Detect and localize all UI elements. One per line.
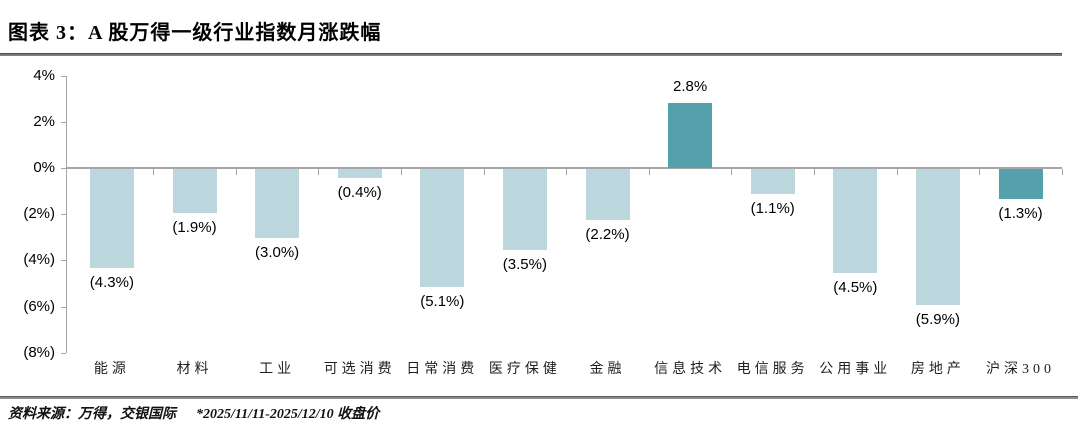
category-label: 工业 [259,362,296,377]
value-label: (5.9%) [915,311,960,329]
value-label: (4.3%) [89,274,134,292]
x-axis-tick [896,169,898,175]
y-axis-tick [61,214,66,216]
bar-医疗保健 [502,169,547,250]
bar-电信服务 [750,169,795,195]
category-label: 信息技术 [654,362,727,377]
bar-信息技术 [668,103,713,168]
x-axis-line [66,167,1062,169]
footer-divider [0,396,1078,399]
bar-公用事业 [833,169,878,273]
x-axis-tick [153,169,155,175]
y-axis-tick [61,168,66,169]
x-axis-tick [979,169,981,175]
value-label: (3.5%) [502,255,547,273]
x-axis-tick [318,169,320,175]
y-axis-tick [61,121,66,123]
figure-title: 图表 3：A 股万得一级行业指数月涨跌幅 [8,22,382,44]
date-note-text: *2025/11/11-2025/12/10 收盘价 [196,407,380,422]
bar-沪深300 [998,169,1043,199]
category-label: 医疗保健 [488,362,561,377]
x-axis-tick [1061,169,1063,175]
title-divider [0,53,1062,56]
value-label: (1.1%) [750,200,795,218]
value-label: (1.9%) [172,218,217,236]
value-label: (0.4%) [337,184,382,202]
category-label: 房地产 [910,362,965,377]
x-axis-tick [235,169,237,175]
y-axis-tick-label: 4% [33,66,55,84]
category-label: 材料 [176,362,213,377]
y-axis-tick [61,260,66,262]
x-axis-tick [483,169,485,175]
y-axis-tick-label: 0% [33,159,55,176]
value-label: (3.0%) [255,244,300,262]
x-axis-tick [566,169,568,175]
x-axis-tick [814,169,815,175]
y-axis-tick [61,75,66,77]
y-axis-tick-label: 2% [33,112,55,130]
category-label: 电信服务 [736,362,809,377]
bar-日常消费 [420,169,465,287]
category-label: 沪深300 [986,362,1055,377]
y-axis-tick-label: (4%) [23,251,55,269]
bar-能源 [89,169,134,269]
x-axis-tick [401,169,402,175]
x-axis-tick [731,169,733,175]
category-label: 金融 [589,362,626,377]
value-label: (4.5%) [833,278,878,296]
value-label: (5.1%) [420,292,465,310]
category-label: 日常消费 [406,362,479,377]
y-axis-tick [61,306,66,308]
value-label: (2.2%) [585,225,630,243]
y-axis-line [66,76,67,353]
value-label: (1.3%) [998,205,1043,222]
bar-材料 [172,169,217,213]
bar-金融 [585,169,630,220]
y-axis-tick-label: (2%) [23,205,55,223]
y-axis-tick-label: (6%) [23,297,55,315]
bar-工业 [255,169,300,239]
bar-房地产 [915,169,960,306]
x-axis-tick [648,169,650,175]
category-label: 公用事业 [819,362,892,377]
source-note: 资料来源：万得，交银国际 *2025/11/11-2025/12/10 收盘价 [8,403,379,423]
category-label: 可选消费 [323,362,396,377]
y-axis-tick [61,352,66,354]
bar-可选消费 [337,169,382,179]
value-label: 2.8% [672,78,708,96]
category-label: 能源 [93,362,130,377]
y-axis-tick-label: (8%) [23,343,55,361]
source-text: 资料来源：万得，交银国际 [8,407,176,422]
